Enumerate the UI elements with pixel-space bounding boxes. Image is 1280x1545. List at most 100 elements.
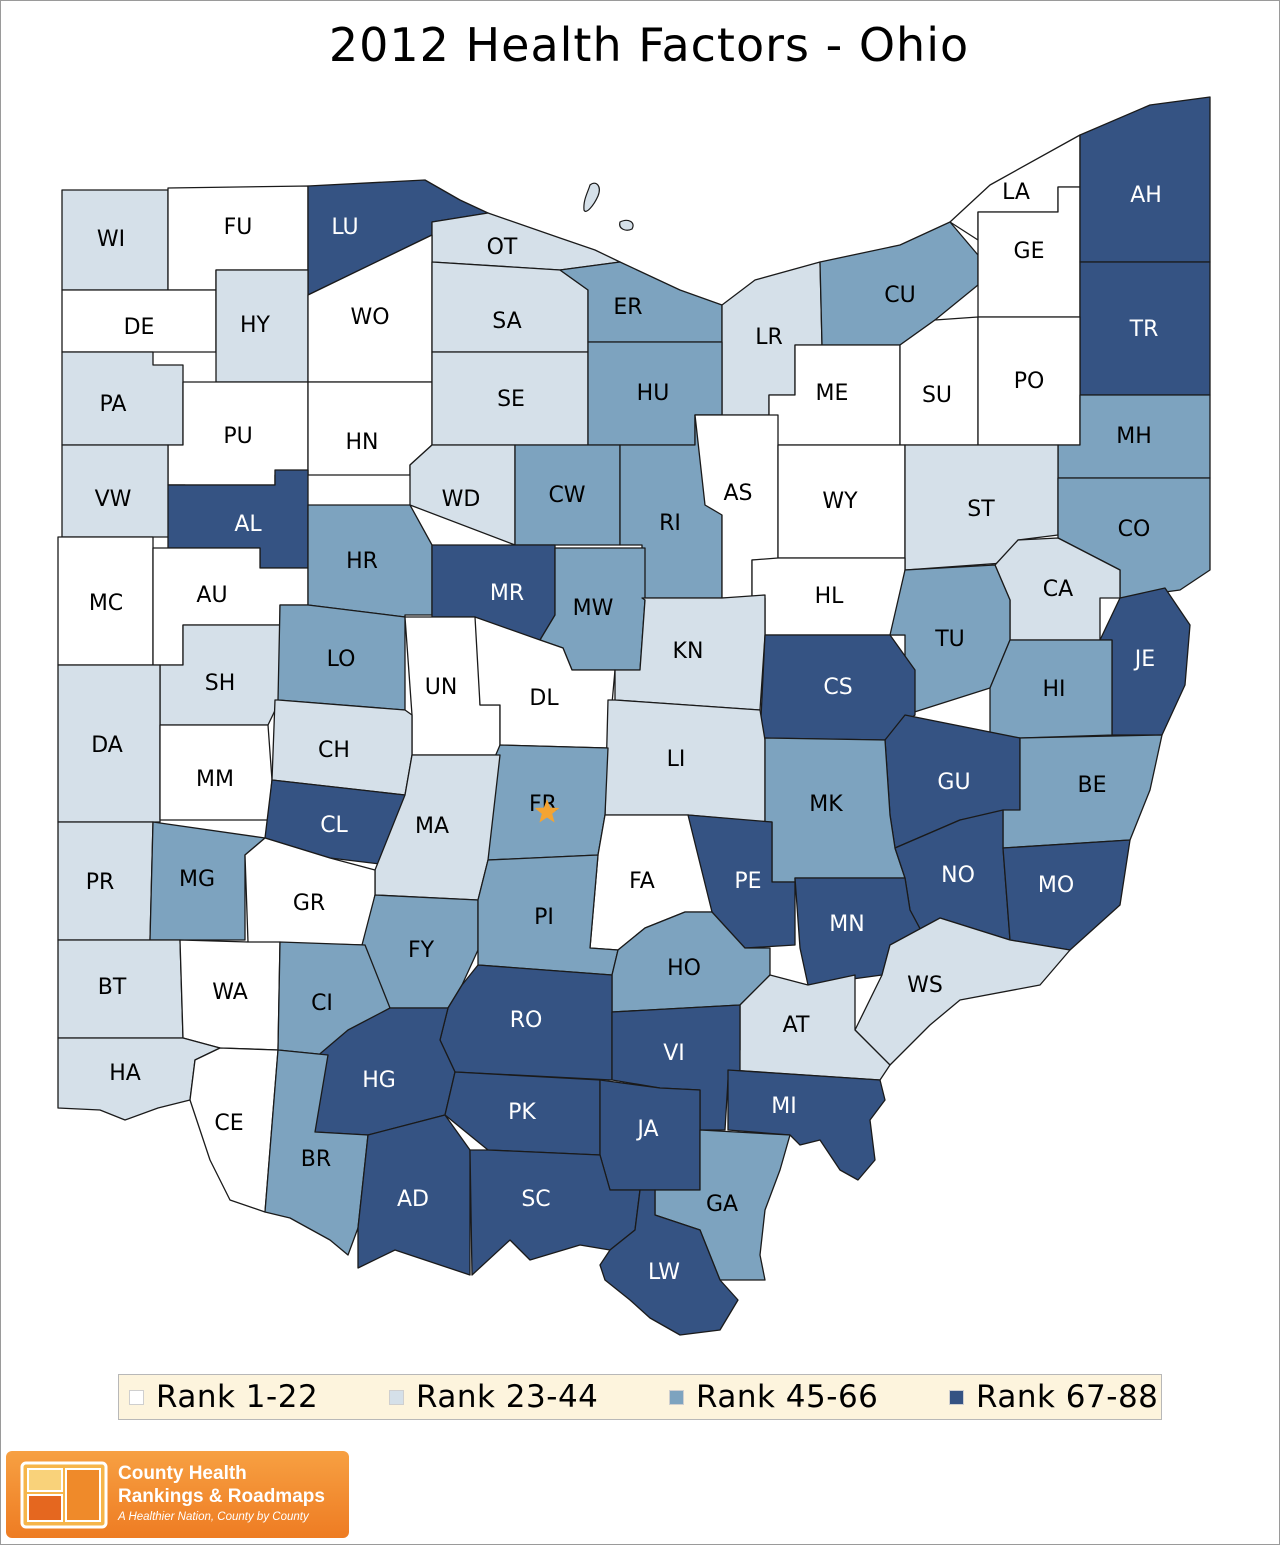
county-label-bt: BT — [98, 975, 127, 1000]
county-health-rankings-logo[interactable]: County Health Rankings & Roadmaps A Heal… — [6, 1451, 349, 1538]
county-label-mi: MI — [771, 1094, 796, 1119]
county-label-po: PO — [1014, 369, 1045, 394]
county-label-pk: PK — [508, 1100, 536, 1125]
county-mg[interactable] — [149, 821, 266, 941]
county-label-mm: MM — [196, 767, 234, 792]
county-label-ma: MA — [415, 814, 449, 839]
county-label-ge: GE — [1014, 239, 1045, 264]
map-title: 2012 Health Factors - Ohio — [328, 18, 970, 72]
county-label-mc: MC — [89, 591, 123, 616]
county-label-ro: RO — [510, 1008, 543, 1033]
county-label-ja: JA — [635, 1117, 658, 1142]
county-label-de: DE — [124, 315, 155, 340]
county-label-cw: CW — [548, 483, 585, 508]
county-label-cu: CU — [884, 283, 915, 308]
county-label-un: UN — [425, 675, 458, 700]
county-sa[interactable] — [431, 261, 589, 353]
county-label-hy: HY — [240, 313, 271, 338]
county-label-no: NO — [941, 863, 975, 888]
county-su[interactable] — [899, 316, 979, 446]
legend-swatch — [669, 1389, 684, 1405]
county-label-su: SU — [922, 383, 952, 408]
county-ad[interactable] — [357, 1114, 471, 1276]
county-label-lr: LR — [755, 325, 783, 350]
county-label-ho: HO — [667, 956, 701, 981]
county-label-vw: VW — [95, 487, 132, 512]
county-lw[interactable] — [599, 1189, 739, 1336]
county-label-ha: HA — [109, 1061, 141, 1086]
county-label-fa: FA — [629, 869, 655, 894]
county-vi[interactable] — [611, 1004, 741, 1131]
county-mo[interactable] — [1002, 839, 1131, 951]
county-label-at: AT — [783, 1013, 810, 1038]
county-label-pu: PU — [223, 424, 252, 449]
county-label-ri: RI — [659, 511, 681, 536]
county-label-al: AL — [234, 512, 262, 537]
county-label-sh: SH — [205, 671, 236, 696]
county-label-dl: DL — [529, 686, 559, 711]
county-label-mw: MW — [573, 596, 614, 621]
county-label-lu: LU — [331, 215, 358, 240]
lake-erie-island — [619, 219, 634, 231]
legend-item-rank-45-66: Rank 45-66 — [669, 1379, 878, 1415]
county-label-ch: CH — [318, 738, 350, 763]
county-label-mk: MK — [809, 792, 843, 817]
county-wd[interactable] — [409, 444, 516, 546]
county-label-hi: HI — [1042, 677, 1065, 702]
county-cl[interactable] — [264, 779, 406, 866]
legend-item-rank-67-88: Rank 67-88 — [949, 1379, 1158, 1415]
legend: Rank 1-22 Rank 23-44 Rank 45-66 Rank 67-… — [118, 1374, 1162, 1420]
county-label-wy: WY — [822, 489, 858, 514]
logo-line-1: County Health — [118, 1463, 247, 1484]
county-label-cs: CS — [823, 675, 852, 700]
county-label-ws: WS — [907, 973, 943, 998]
county-label-br: BR — [301, 1147, 331, 1172]
county-label-ga: GA — [706, 1192, 738, 1217]
county-label-vi: VI — [663, 1041, 685, 1066]
county-label-hu: HU — [637, 381, 670, 406]
county-br[interactable] — [264, 1049, 369, 1256]
county-label-cl: CL — [320, 813, 348, 838]
legend-label: Rank 67-88 — [976, 1379, 1159, 1415]
logo-tagline: A Healthier Nation, County by County — [118, 1511, 309, 1523]
county-label-er: ER — [613, 295, 642, 320]
county-ha[interactable] — [57, 1037, 221, 1121]
county-label-ah: AH — [1130, 183, 1162, 208]
legend-item-rank-23-44: Rank 23-44 — [389, 1379, 598, 1415]
county-label-hn: HN — [346, 430, 379, 455]
legend-label: Rank 45-66 — [696, 1379, 879, 1415]
logo-line-2: Rankings & Roadmaps — [118, 1486, 325, 1507]
county-label-ci: CI — [311, 991, 333, 1016]
county-ot[interactable] — [431, 212, 621, 271]
county-label-mh: MH — [1116, 424, 1152, 449]
county-lo[interactable] — [277, 604, 406, 711]
county-label-wd: WD — [442, 487, 481, 512]
county-label-gr: GR — [293, 891, 325, 916]
county-label-hg: HG — [362, 1068, 396, 1093]
county-label-wi: WI — [97, 227, 125, 252]
county-ah[interactable] — [1079, 96, 1211, 263]
county-label-as: AS — [723, 481, 752, 506]
logo-map-icon — [20, 1461, 108, 1529]
county-ga[interactable] — [654, 1129, 791, 1281]
county-label-fy: FY — [408, 938, 435, 963]
county-label-je: JE — [1133, 647, 1155, 672]
legend-swatch — [949, 1389, 964, 1405]
county-label-wo: WO — [350, 305, 389, 330]
county-label-se: SE — [497, 387, 525, 412]
county-label-pa: PA — [100, 392, 127, 417]
county-label-mg: MG — [179, 867, 215, 892]
county-label-fu: FU — [224, 215, 253, 240]
county-label-kn: KN — [673, 639, 704, 664]
county-label-li: LI — [667, 747, 686, 772]
county-label-ca: CA — [1043, 577, 1073, 602]
county-label-mn: MN — [829, 912, 864, 937]
county-label-la: LA — [1002, 180, 1030, 205]
legend-label: Rank 1-22 — [156, 1379, 319, 1415]
county-label-au: AU — [196, 583, 227, 608]
county-label-mr: MR — [490, 581, 524, 606]
county-label-ce: CE — [214, 1111, 243, 1136]
county-da[interactable] — [57, 664, 161, 823]
county-label-lw: LW — [648, 1260, 680, 1285]
